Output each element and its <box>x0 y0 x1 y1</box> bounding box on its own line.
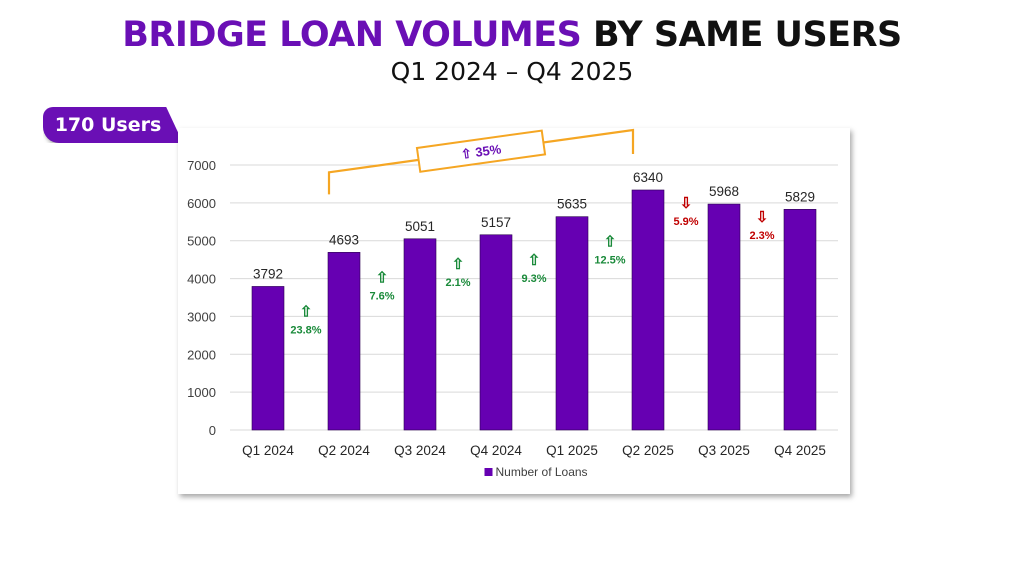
legend-label: Number of Loans <box>496 465 588 479</box>
x-tick-label: Q3 2024 <box>394 443 446 458</box>
x-tick-label: Q3 2025 <box>698 443 750 458</box>
title-accent: BRIDGE LOAN VOLUMES <box>122 15 582 55</box>
data-label: 6340 <box>633 170 663 185</box>
bar <box>479 234 513 431</box>
bar <box>707 203 741 431</box>
up-arrow-icon: ⇧ <box>452 256 465 273</box>
y-tick-label: 2000 <box>187 347 216 362</box>
title-rest: BY SAME USERS <box>581 15 902 55</box>
up-arrow-icon: ⇧ <box>528 252 541 269</box>
data-label: 5968 <box>709 184 739 199</box>
legend-swatch <box>484 468 493 476</box>
y-tick-label: 3000 <box>187 309 216 324</box>
chart-title: BRIDGE LOAN VOLUMES BY SAME USERS <box>0 14 1024 56</box>
change-label: 5.9% <box>673 216 698 228</box>
bar <box>251 286 285 431</box>
bar-chart: 0 1000 2000 3000 4000 5000 6000 7000 3792 Q1 2024… <box>187 128 838 479</box>
callout-box <box>415 129 547 173</box>
y-tick-label: 4000 <box>187 272 216 287</box>
bar <box>555 216 589 431</box>
x-tick-label: Q2 2025 <box>622 443 674 458</box>
users-badge: 170 Users <box>43 107 183 143</box>
change-label: 12.5% <box>594 255 625 267</box>
x-tick-label: Q4 2024 <box>470 443 522 458</box>
chart-subtitle: Q1 2024 – Q4 2025 <box>390 57 634 86</box>
data-label: 5829 <box>785 189 815 204</box>
data-label: 4693 <box>329 232 359 247</box>
y-tick-label: 7000 <box>187 158 216 173</box>
bar <box>631 189 665 431</box>
up-arrow-icon: ⇧ <box>300 303 313 320</box>
data-label: 5051 <box>405 219 435 234</box>
change-label: 9.3% <box>521 273 546 285</box>
y-tick-label: 1000 <box>187 385 216 400</box>
bar <box>403 238 437 431</box>
x-tick-label: Q1 2024 <box>242 443 294 458</box>
data-label: 3792 <box>253 266 283 281</box>
y-tick-label: 5000 <box>187 234 216 249</box>
y-tick-label: 6000 <box>187 196 216 211</box>
x-tick-label: Q2 2024 <box>318 443 370 458</box>
x-tick-label: Q1 2025 <box>546 443 598 458</box>
overall-change-label: ⇧ 35% <box>460 141 503 162</box>
data-label: 5157 <box>481 215 511 230</box>
change-label: 2.3% <box>749 230 774 242</box>
change-label: 7.6% <box>369 290 394 302</box>
down-arrow-icon: ⇩ <box>680 195 693 212</box>
change-label: 23.8% <box>290 324 321 336</box>
change-label: 2.1% <box>445 277 470 289</box>
up-arrow-icon: ⇧ <box>604 234 617 251</box>
up-arrow-icon: ⇧ <box>376 269 389 286</box>
bar <box>783 209 817 431</box>
chart-container: 0 1000 2000 3000 4000 5000 6000 7000 3792 Q1 2024… <box>178 128 850 494</box>
overall-change-callout: ⇧ 35% <box>415 129 547 173</box>
down-arrow-icon: ⇩ <box>756 209 769 226</box>
x-tick-label: Q4 2025 <box>774 443 826 458</box>
bar <box>327 252 361 431</box>
data-label: 5635 <box>557 197 587 212</box>
y-tick-label: 0 <box>209 423 216 438</box>
